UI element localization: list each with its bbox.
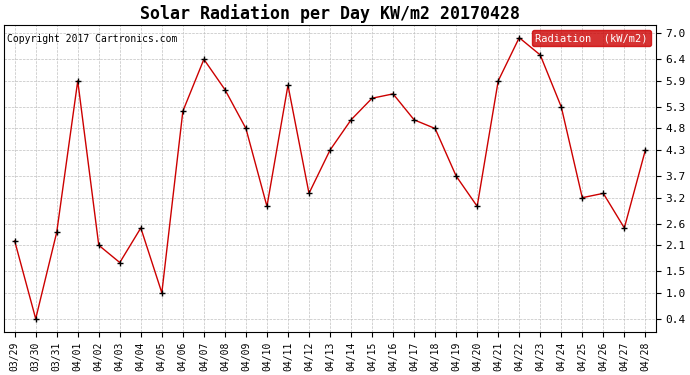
Title: Solar Radiation per Day KW/m2 20170428: Solar Radiation per Day KW/m2 20170428	[140, 4, 520, 23]
Legend: Radiation  (kW/m2): Radiation (kW/m2)	[532, 30, 651, 46]
Text: Copyright 2017 Cartronics.com: Copyright 2017 Cartronics.com	[8, 34, 178, 44]
